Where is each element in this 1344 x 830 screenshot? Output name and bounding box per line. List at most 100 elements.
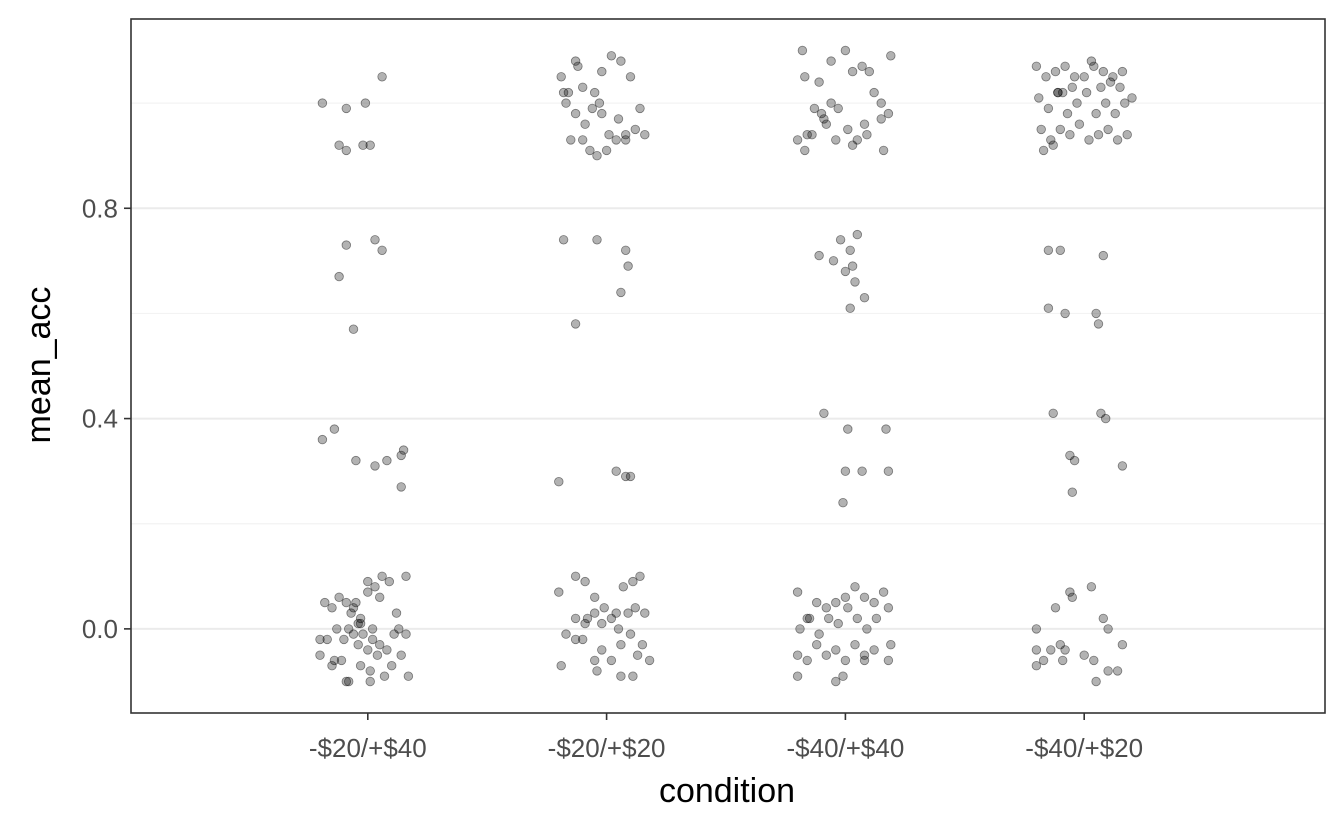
data-point — [585, 145, 595, 156]
data-point — [379, 671, 390, 681]
data-point — [578, 82, 588, 93]
data-point — [883, 108, 894, 119]
data-point — [394, 624, 404, 634]
data-point — [592, 235, 602, 245]
data-point — [886, 640, 896, 650]
data-point — [625, 471, 636, 482]
data-point — [1065, 450, 1075, 461]
data-point — [348, 324, 359, 334]
data-point — [792, 650, 803, 660]
data-point — [570, 613, 581, 624]
data-point — [1053, 87, 1063, 98]
data-point — [375, 640, 385, 650]
data-point — [840, 45, 851, 56]
data-point — [592, 666, 602, 676]
data-point — [384, 576, 395, 587]
data-point — [382, 455, 392, 466]
data-point — [616, 671, 626, 681]
data-point — [1043, 303, 1054, 313]
data-point — [850, 582, 860, 592]
data-point — [812, 597, 822, 608]
y-axis: 0.0 0.4 0.8 — [82, 193, 131, 644]
data-point — [862, 624, 872, 634]
grid-lines — [131, 102, 1325, 630]
data-point — [322, 634, 332, 645]
data-point — [812, 640, 822, 650]
data-point — [606, 655, 617, 666]
data-point — [878, 587, 889, 597]
data-point — [1086, 56, 1097, 66]
data-point — [621, 129, 631, 140]
data-point — [635, 571, 645, 582]
x-tick-label: -$40/+$20 — [1025, 733, 1143, 763]
data-point — [869, 645, 879, 655]
data-point — [616, 56, 626, 66]
data-point — [883, 466, 894, 476]
data-point — [623, 261, 633, 271]
data-point — [1112, 666, 1123, 676]
data-point — [563, 87, 574, 98]
data-point — [401, 571, 411, 582]
data-point — [580, 618, 590, 629]
data-point — [315, 634, 325, 645]
data-point — [1048, 408, 1058, 419]
data-point — [389, 629, 399, 639]
data-point — [1079, 72, 1089, 82]
data-point — [317, 434, 328, 445]
data-point — [800, 145, 810, 156]
data-point — [859, 592, 870, 603]
data-point — [618, 582, 629, 592]
data-point — [341, 597, 352, 608]
data-point — [835, 235, 846, 245]
data-point — [561, 98, 571, 108]
data-point — [606, 613, 617, 624]
data-point — [1050, 603, 1061, 613]
data-point — [792, 671, 803, 681]
data-point — [372, 650, 383, 660]
data-point — [795, 624, 805, 634]
data-point — [857, 466, 867, 476]
data-point — [365, 666, 375, 676]
data-point — [1065, 129, 1075, 140]
data-point — [1084, 135, 1094, 145]
data-point — [1069, 72, 1080, 82]
data-point — [797, 45, 808, 56]
data-point — [597, 645, 607, 655]
data-point — [840, 266, 851, 277]
data-point — [1120, 98, 1130, 108]
data-point — [341, 145, 352, 156]
x-axis: -$20/+$40 -$20/+$20 -$40/+$40 -$40/+$20 — [309, 713, 1143, 763]
data-point — [336, 655, 347, 666]
data-point — [869, 597, 879, 608]
data-point — [1089, 61, 1099, 72]
x-tick-label: -$20/+$40 — [309, 733, 427, 763]
data-point — [334, 592, 344, 603]
data-point — [363, 587, 373, 597]
data-point — [1067, 487, 1078, 497]
data-point — [597, 108, 607, 119]
data-point — [883, 655, 894, 666]
data-point — [640, 129, 650, 140]
data-point — [358, 140, 368, 150]
data-point — [632, 650, 643, 660]
data-point — [1100, 98, 1111, 108]
data-point — [1072, 98, 1082, 108]
data-point — [628, 671, 638, 681]
data-point — [635, 103, 645, 114]
data-point — [332, 624, 342, 634]
data-point — [329, 655, 340, 666]
data-point — [554, 477, 564, 487]
data-point — [1086, 582, 1097, 592]
x-tick-label: -$40/+$40 — [786, 733, 904, 763]
data-point — [1060, 645, 1070, 655]
data-point — [1041, 72, 1051, 82]
data-point — [344, 624, 354, 634]
data-point — [637, 640, 648, 650]
data-point — [566, 135, 576, 145]
data-point — [1050, 66, 1061, 77]
data-point — [367, 624, 378, 634]
data-point — [800, 72, 810, 82]
data-point — [556, 661, 566, 671]
data-point — [1067, 592, 1078, 603]
data-point — [1069, 455, 1080, 466]
